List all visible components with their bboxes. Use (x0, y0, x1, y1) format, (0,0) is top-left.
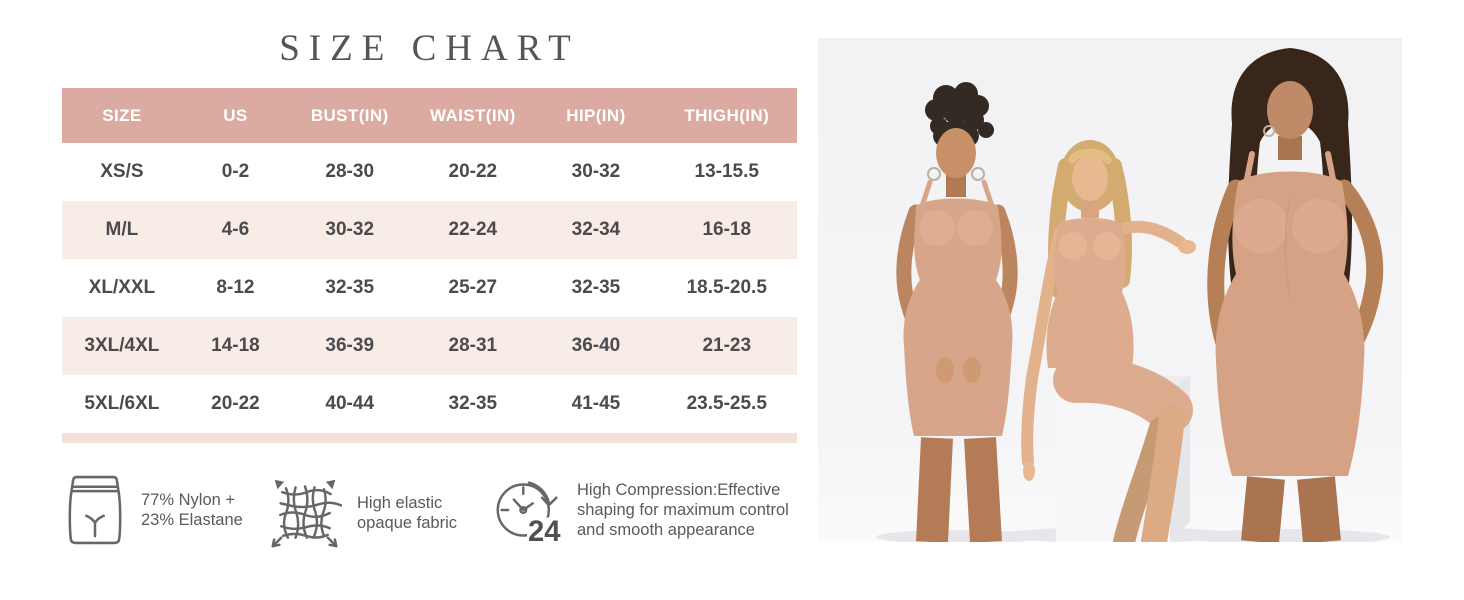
bust-cell: 28-30 (325, 161, 375, 182)
model-right (1207, 48, 1384, 542)
size-cell: XL/XXL (88, 277, 156, 298)
feature-text: High elastic opaque fabric (357, 494, 457, 532)
feature-high-compression: 24 High Compression:Effective shaping fo… (494, 474, 789, 546)
hip-cell: 41-45 (571, 393, 621, 414)
model-middle (1021, 140, 1196, 542)
column-header-hip: HIP(IN) (566, 105, 626, 125)
table-row: 3XL/4XL 14-18 36-39 28-31 36-40 21-23 (62, 317, 797, 375)
hip-cell: 32-35 (571, 277, 621, 298)
us-cell: 20-22 (211, 393, 260, 414)
thigh-cell: 18.5-20.5 (686, 277, 767, 298)
hip-cell: 30-32 (571, 161, 621, 182)
table-row: XS/S 0-2 28-30 20-22 30-32 13-15.5 (62, 143, 797, 201)
size-cell: XS/S (100, 161, 144, 182)
feature-text: 77% Nylon + 23% Elastane (141, 491, 243, 529)
bust-cell: 32-35 (325, 277, 375, 298)
feature-strip: 77% Nylon + 23% Elastane (62, 466, 807, 556)
size-cell: M/L (105, 219, 139, 240)
table-row: 5XL/6XL 20-22 40-44 32-35 41-45 23.5-25.… (62, 375, 797, 433)
column-header-waist: WAIST(IN) (429, 105, 516, 125)
waist-cell: 32-35 (448, 393, 498, 414)
feature-fabric-composition: 77% Nylon + 23% Elastane (64, 474, 243, 546)
thigh-cell: 23.5-25.5 (686, 393, 767, 414)
column-header-size: SIZE (102, 105, 142, 125)
us-cell: 4-6 (221, 219, 250, 240)
table-partial-row (62, 433, 797, 443)
feature-text: High Compression:Effective shaping for m… (577, 481, 789, 539)
bust-cell: 40-44 (325, 393, 375, 414)
shapewear-shorts-icon (68, 475, 122, 545)
thigh-cell: 16-18 (702, 219, 752, 240)
table-row: M/L 4-6 30-32 22-24 32-34 16-18 (62, 201, 797, 259)
column-header-thigh: THIGH(IN) (684, 105, 770, 125)
us-cell: 14-18 (211, 335, 260, 356)
bust-cell: 30-32 (325, 219, 375, 240)
us-cell: 0-2 (221, 161, 250, 182)
size-cell: 5XL/6XL (84, 393, 160, 414)
table-row: XL/XXL 8-12 32-35 25-27 32-35 18.5-20.5 (62, 259, 797, 317)
us-cell: 8-12 (216, 277, 255, 298)
column-header-bust: BUST(IN) (310, 105, 389, 125)
page-title: SIZE CHART (279, 28, 580, 69)
elastic-fabric-icon (271, 479, 342, 548)
model-left (896, 82, 1018, 542)
thigh-cell: 13-15.5 (694, 161, 759, 182)
waist-cell: 20-22 (448, 161, 498, 182)
bust-cell: 36-39 (325, 335, 375, 356)
waist-cell: 25-27 (448, 277, 498, 298)
hip-cell: 32-34 (571, 219, 621, 240)
size-table: SIZE US BUST(IN) WAIST(IN) HIP(IN) THIGH… (62, 88, 797, 443)
table-header-row: SIZE US BUST(IN) WAIST(IN) HIP(IN) THIGH… (62, 88, 797, 143)
waist-cell: 22-24 (448, 219, 498, 240)
column-header-us: US (223, 105, 248, 125)
feature-elastic-fabric: High elastic opaque fabric (268, 474, 457, 552)
waist-cell: 28-31 (448, 335, 498, 356)
thigh-cell: 21-23 (702, 335, 752, 356)
24h-compression-clock-icon: 24 (496, 481, 561, 546)
product-photo-illustration (818, 38, 1402, 542)
size-cell: 3XL/4XL (84, 335, 160, 356)
clock-24-label: 24 (528, 516, 561, 546)
product-photo (818, 38, 1402, 542)
hip-cell: 36-40 (571, 335, 621, 356)
